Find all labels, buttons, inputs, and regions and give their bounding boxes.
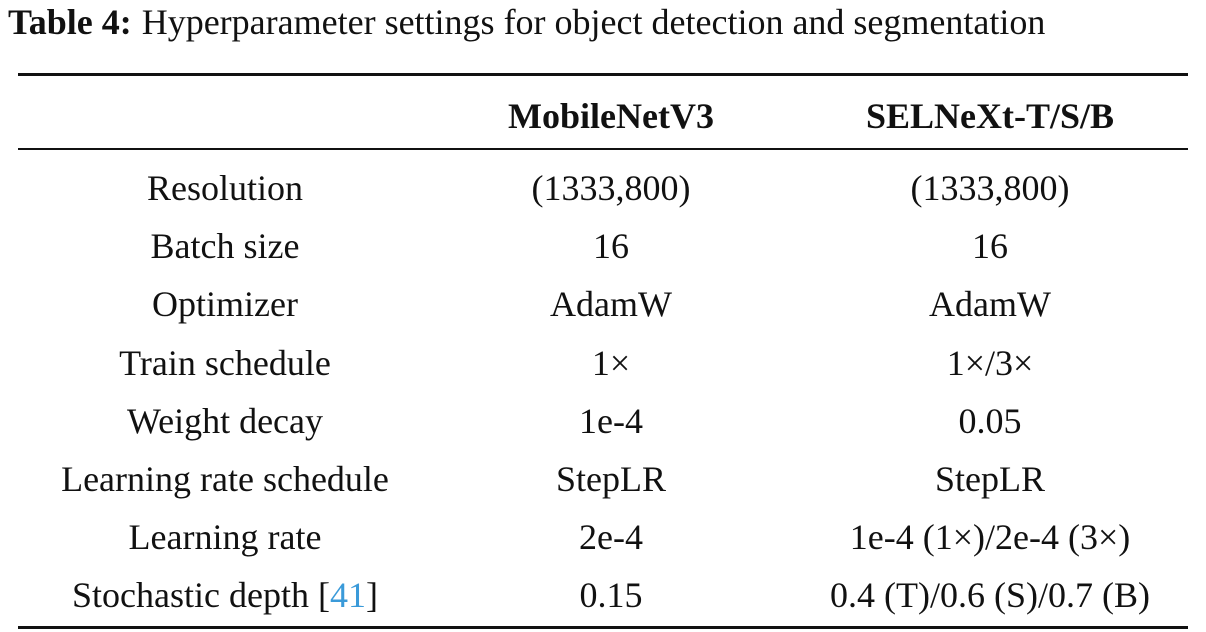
table-cell: AdamW <box>929 284 1051 325</box>
row-label: Learning rate <box>128 517 322 558</box>
table-cell: 2e-4 <box>579 517 643 558</box>
table-cell: StepLR <box>555 459 667 499</box>
column-header: SELNeXt-T/S/B <box>865 96 1115 136</box>
row-label-text: ] <box>365 575 378 616</box>
table-cell: StepLR <box>934 459 1046 499</box>
row-label: Stochastic depth [41] <box>72 575 378 615</box>
table-cell: 1×/3× <box>946 342 1034 383</box>
bottom-rule <box>18 626 1188 629</box>
mid-rule <box>18 148 1188 150</box>
column-header: MobileNetV3 <box>508 96 714 136</box>
table-caption: Table 4: Hyperparameter settings for obje… <box>8 0 1045 44</box>
row-label: Learning rate schedule <box>61 459 389 499</box>
row-label: Batch size <box>150 226 300 267</box>
citation: 41 <box>329 575 366 616</box>
caption-text: Hyperparameter settings for object detec… <box>141 2 1046 42</box>
table-cell: 1e-4 <box>579 400 643 441</box>
top-rule <box>18 73 1188 76</box>
table-cell: 1e-4 (1×)/2e-4 (3×) <box>849 517 1131 558</box>
row-label-text: Stochastic depth [ <box>72 575 330 616</box>
table-cell: 0.15 <box>579 575 643 616</box>
row-label: Optimizer <box>152 284 298 325</box>
table-cell: 1× <box>591 342 631 383</box>
table-cell: AdamW <box>550 284 672 325</box>
table-cell: 0.05 <box>958 400 1022 441</box>
table-cell: 0.4 (T)/0.6 (S)/0.7 (B) <box>830 575 1150 616</box>
row-label: Resolution <box>146 168 304 208</box>
caption-label: Table 4: <box>8 2 132 42</box>
row-label: Train schedule <box>119 342 331 383</box>
row-label: Weight decay <box>126 400 324 441</box>
table-cell: 16 <box>593 226 629 267</box>
table-cell: (1333,800) <box>910 168 1070 208</box>
table-cell: 16 <box>972 226 1008 267</box>
table-cell: (1333,800) <box>531 168 691 208</box>
